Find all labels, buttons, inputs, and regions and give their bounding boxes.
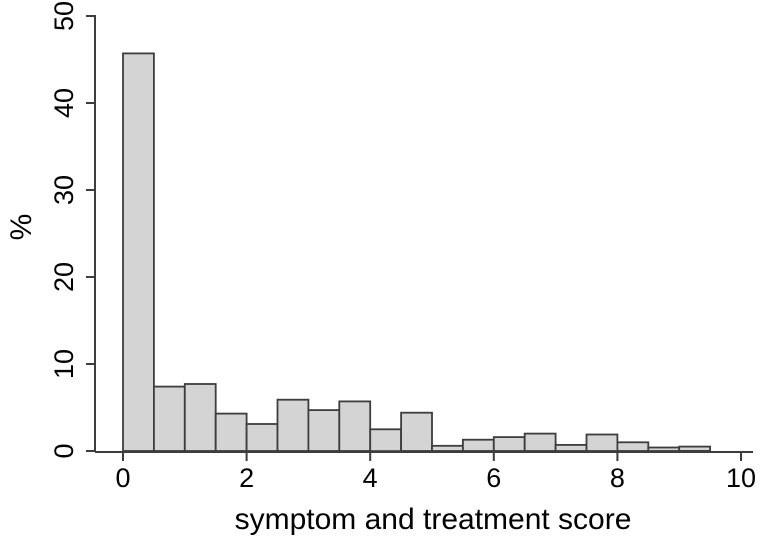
histogram-bar xyxy=(152,385,186,452)
x-tick-label: 8 xyxy=(610,463,625,493)
y-tick-label: 0 xyxy=(49,443,79,458)
histogram-bar xyxy=(647,446,681,452)
histogram-bar xyxy=(338,400,372,452)
histogram-bar xyxy=(214,412,248,452)
histogram-bar xyxy=(122,52,155,452)
x-tick-label: 0 xyxy=(115,463,130,493)
x-tick-label: 4 xyxy=(363,463,378,493)
histogram-bar xyxy=(307,409,341,452)
y-tick-label: 30 xyxy=(49,175,79,205)
histogram-bar xyxy=(492,436,526,452)
x-tick-label: 10 xyxy=(726,463,756,493)
histogram-bar xyxy=(183,383,217,452)
histogram-bar xyxy=(245,423,279,452)
histogram-bar xyxy=(400,411,433,452)
histogram-bar xyxy=(678,445,712,452)
histogram-bar xyxy=(369,428,403,452)
histogram-bar xyxy=(276,398,310,452)
y-axis-title: % xyxy=(5,213,38,241)
histogram-bar xyxy=(523,432,557,452)
y-tick-label: 50 xyxy=(49,1,79,31)
y-tick-label: 20 xyxy=(49,262,79,292)
x-tick-label: 6 xyxy=(486,463,501,493)
histogram-bar xyxy=(585,433,619,452)
histogram-bar xyxy=(461,438,495,452)
x-axis-title: symptom and treatment score xyxy=(234,503,632,536)
y-tick-label: 10 xyxy=(49,349,79,379)
y-tick-label: 40 xyxy=(49,88,79,118)
histogram-bar xyxy=(616,441,650,452)
histogram-bar xyxy=(431,444,464,452)
x-tick-label: 2 xyxy=(239,463,254,493)
histogram-bar xyxy=(554,443,588,452)
